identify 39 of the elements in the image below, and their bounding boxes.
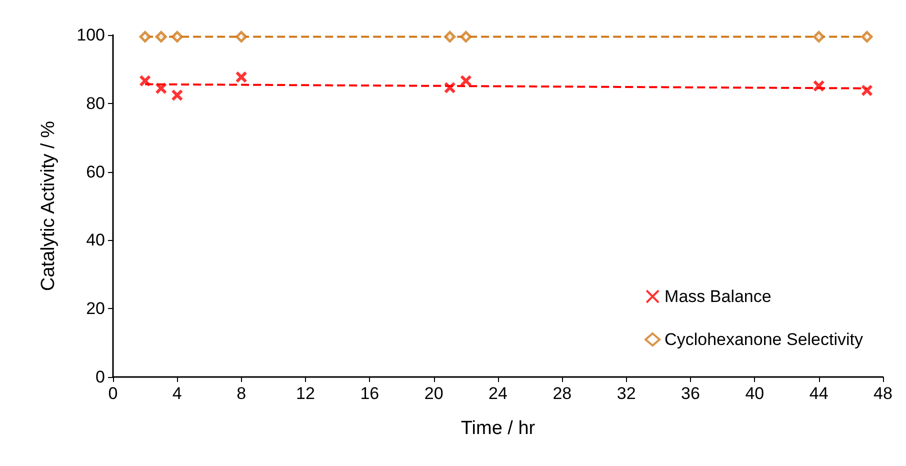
point xyxy=(155,82,168,94)
x-tick-label: 8 xyxy=(236,384,246,403)
x-tick-label: 16 xyxy=(360,384,380,403)
y-axis-title: Catalytic Activity / % xyxy=(38,120,59,291)
point xyxy=(171,89,184,102)
point xyxy=(860,84,873,96)
point xyxy=(235,71,248,84)
point xyxy=(460,30,472,42)
point xyxy=(460,74,472,87)
point xyxy=(444,30,456,42)
x-tick-label: 4 xyxy=(172,384,182,403)
point xyxy=(861,30,873,42)
y-tick-label: 40 xyxy=(86,230,105,250)
x-tick-label: 48 xyxy=(874,384,892,403)
point xyxy=(139,74,152,87)
x-tick-label: 44 xyxy=(809,384,828,403)
x-tick-label: 20 xyxy=(424,384,444,403)
x-tick-label: 32 xyxy=(616,384,636,403)
point xyxy=(139,30,151,42)
x-tick-label: 0 xyxy=(108,384,118,403)
x-axis-title: Time / hr xyxy=(460,418,536,439)
x-tick-label: 12 xyxy=(296,384,315,403)
y-tick-label: 0 xyxy=(96,368,105,386)
legend-label: Mass Balance xyxy=(664,287,772,306)
legend-label: Cyclohexanone Selectivity xyxy=(664,330,864,349)
point xyxy=(444,82,456,94)
y-tick-label: 100 xyxy=(76,26,105,44)
y-tick-label: 80 xyxy=(86,94,105,113)
x-tick-label: 24 xyxy=(488,384,508,403)
y-tick-label: 20 xyxy=(86,299,105,318)
x-tick-label: 36 xyxy=(681,384,700,403)
point xyxy=(813,30,825,42)
y-tick-label: 60 xyxy=(86,162,105,182)
point xyxy=(171,30,183,42)
point xyxy=(236,30,248,42)
x-tick-label: 28 xyxy=(552,384,572,403)
x-tick-label: 40 xyxy=(745,384,764,403)
point xyxy=(812,80,825,92)
point xyxy=(155,30,167,42)
